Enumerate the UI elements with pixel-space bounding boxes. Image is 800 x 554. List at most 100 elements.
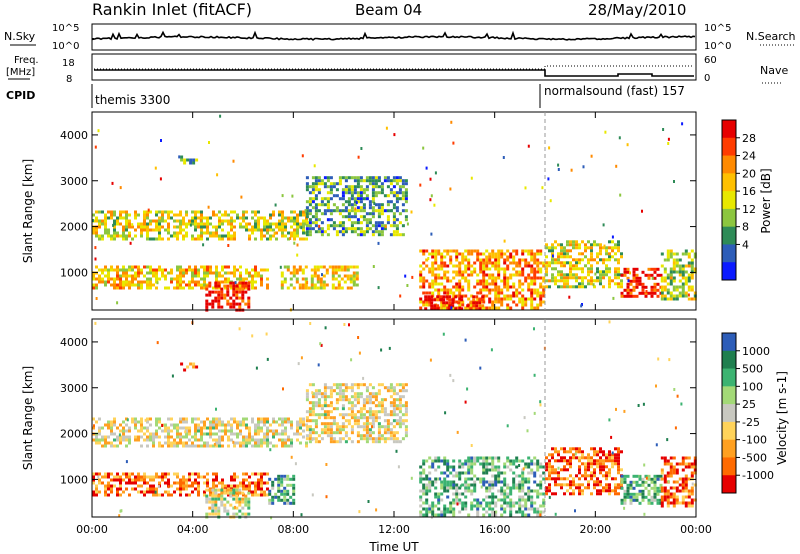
echo-cell — [341, 224, 345, 228]
echo-cell — [554, 279, 557, 283]
echo-cell — [656, 474, 660, 478]
echo-cell — [681, 288, 685, 292]
echo-cell — [666, 273, 670, 277]
echo-cell — [220, 491, 224, 495]
echo-cell — [515, 288, 519, 292]
echo-cell — [221, 280, 224, 284]
echo-cell — [660, 291, 664, 295]
echo-cell — [584, 468, 587, 472]
echo-cell — [684, 294, 688, 298]
echo-cell — [308, 437, 312, 441]
echo-cell — [575, 261, 578, 265]
echo-cell — [548, 489, 551, 493]
echo-cell — [205, 302, 209, 306]
echo-cell — [331, 283, 335, 287]
echo-cell — [317, 404, 321, 408]
echo-cell — [533, 462, 537, 466]
echo-cell — [283, 486, 287, 490]
echo-cell — [365, 440, 369, 444]
echo-cell — [292, 501, 296, 505]
echo-cell — [257, 423, 260, 427]
echo-cell — [260, 478, 263, 482]
echo-cell — [464, 483, 468, 487]
echo-cell — [348, 323, 350, 327]
echo-cell — [566, 477, 569, 481]
echo-cell — [587, 459, 590, 463]
echo-cell — [170, 429, 173, 433]
echo-cell — [302, 225, 305, 229]
echo-cell — [430, 295, 434, 299]
echo-cell — [164, 219, 167, 223]
echo-cell — [248, 426, 251, 430]
echo-cell — [232, 512, 236, 516]
echo-cell — [419, 498, 423, 502]
echo-cell — [152, 435, 155, 439]
echo-cell — [203, 481, 206, 485]
echo-cell — [248, 481, 251, 485]
echo-cell — [302, 435, 305, 439]
echo-cell — [248, 429, 251, 433]
echo-cell — [263, 225, 266, 229]
echo-cell — [338, 179, 342, 183]
echo-cell — [521, 288, 525, 292]
echo-cell — [635, 267, 639, 271]
echo-cell — [491, 255, 495, 259]
echo-cell — [693, 255, 697, 259]
echo-cell — [515, 303, 519, 307]
echo-cell — [503, 462, 507, 466]
echo-cell — [343, 323, 346, 326]
echo-cell — [323, 212, 327, 216]
echo-cell — [458, 471, 462, 475]
echo-cell — [254, 441, 257, 445]
echo-cell — [485, 495, 489, 499]
echo-cell — [527, 297, 531, 301]
echo-cell — [434, 495, 438, 499]
echo-cell — [137, 271, 140, 275]
echo-cell — [542, 471, 546, 475]
echo-cell — [425, 249, 429, 253]
echo-cell — [197, 472, 200, 476]
echo-cell — [314, 224, 318, 228]
echo-cell — [248, 438, 251, 442]
echo-cell — [101, 222, 104, 226]
echo-cell — [428, 282, 432, 286]
echo-cell — [179, 432, 182, 436]
echo-cell — [116, 271, 119, 275]
echo-cell — [354, 207, 357, 211]
echo-cell — [530, 270, 534, 274]
echo-cell — [290, 231, 293, 235]
echo-cell — [497, 468, 501, 472]
echo-cell — [329, 416, 333, 420]
echo-cell — [684, 291, 688, 295]
echo-cell — [263, 438, 266, 442]
echo-cell — [404, 182, 408, 186]
echo-cell — [167, 213, 170, 217]
echo-cell — [675, 495, 679, 499]
echo-cell — [663, 270, 667, 274]
echo-cell — [599, 252, 602, 256]
echo-cell — [638, 492, 642, 496]
echo-cell — [539, 486, 543, 490]
echo-cell — [293, 231, 296, 235]
echo-cell — [608, 258, 611, 262]
echo-cell — [280, 274, 284, 278]
echo-cell — [398, 416, 402, 420]
echo-cell — [404, 274, 407, 278]
echo-cell — [325, 283, 329, 287]
echo-cell — [494, 510, 498, 514]
echo-cell — [227, 271, 230, 275]
echo-cell — [350, 185, 354, 189]
echo-cell — [464, 495, 468, 499]
echo-cell — [194, 417, 197, 421]
echo-cell — [359, 383, 363, 387]
echo-cell — [340, 265, 344, 269]
echo-cell — [455, 282, 459, 286]
echo-cell — [209, 490, 212, 494]
echo-cell — [349, 265, 353, 269]
echo-cell — [92, 417, 95, 421]
echo-cell — [125, 228, 128, 232]
echo-cell — [635, 474, 639, 478]
echo-cell — [338, 209, 342, 213]
echo-cell — [518, 285, 522, 289]
echo-cell — [296, 231, 299, 235]
